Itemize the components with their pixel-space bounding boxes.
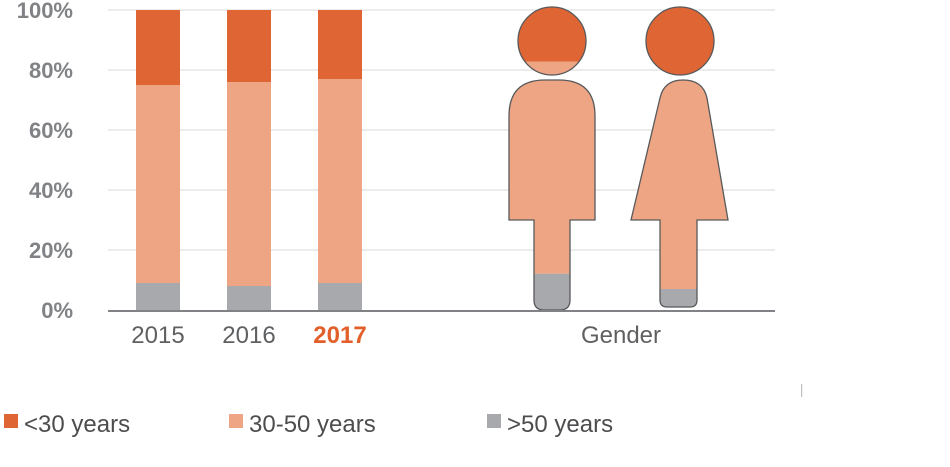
gender-category-label: Gender <box>581 322 661 349</box>
bar-segment <box>318 79 362 283</box>
legend: <30 years 30-50 years >50 years <box>4 411 613 438</box>
y-axis-tick-labels: 0% 20% 40% 60% 80% 100% <box>17 0 73 323</box>
bar-segment <box>318 10 362 79</box>
male-figure-icon <box>509 7 595 310</box>
figure-outline <box>630 79 729 308</box>
legend-swatch-over-50 <box>487 414 501 428</box>
divider-tick <box>801 384 803 397</box>
legend-label-over-50: >50 years <box>507 411 613 438</box>
y-tick-label: 40% <box>29 178 73 203</box>
legend-swatch-under-30 <box>4 414 18 428</box>
stacked-bars <box>136 10 362 310</box>
figure-fill-segment <box>631 289 728 307</box>
legend-label-under-30: <30 years <box>24 411 130 438</box>
figure-fill-segment <box>631 7 728 79</box>
bar-segment <box>136 283 180 310</box>
bar-segment <box>227 286 271 310</box>
bar-segment <box>136 85 180 283</box>
x-axis-tick-labels: 2015 2016 2017 <box>131 322 366 349</box>
figure-fill-segment <box>631 79 728 289</box>
bar-segment <box>318 283 362 310</box>
legend-swatch-30-50 <box>229 414 243 428</box>
figure-fill-segment <box>509 7 595 62</box>
y-tick-label: 80% <box>29 58 73 83</box>
figure-outline <box>508 79 596 311</box>
figure-fill-segment <box>509 273 595 310</box>
y-tick-label: 60% <box>29 118 73 143</box>
legend-label-30-50: 30-50 years <box>249 411 376 438</box>
figure-outline <box>517 6 587 76</box>
x-tick-label: 2016 <box>222 322 275 349</box>
y-tick-label: 100% <box>17 0 73 23</box>
x-tick-label: 2017 <box>313 322 366 349</box>
figure-outline <box>645 6 715 76</box>
figure-fill-segment <box>509 61 595 274</box>
bar-segment <box>227 82 271 286</box>
y-tick-label: 0% <box>41 298 73 323</box>
bar-segment <box>136 10 180 85</box>
gender-pictogram <box>508 6 729 311</box>
y-tick-label: 20% <box>29 238 73 263</box>
x-tick-label: 2015 <box>131 322 184 349</box>
bar-segment <box>227 10 271 82</box>
